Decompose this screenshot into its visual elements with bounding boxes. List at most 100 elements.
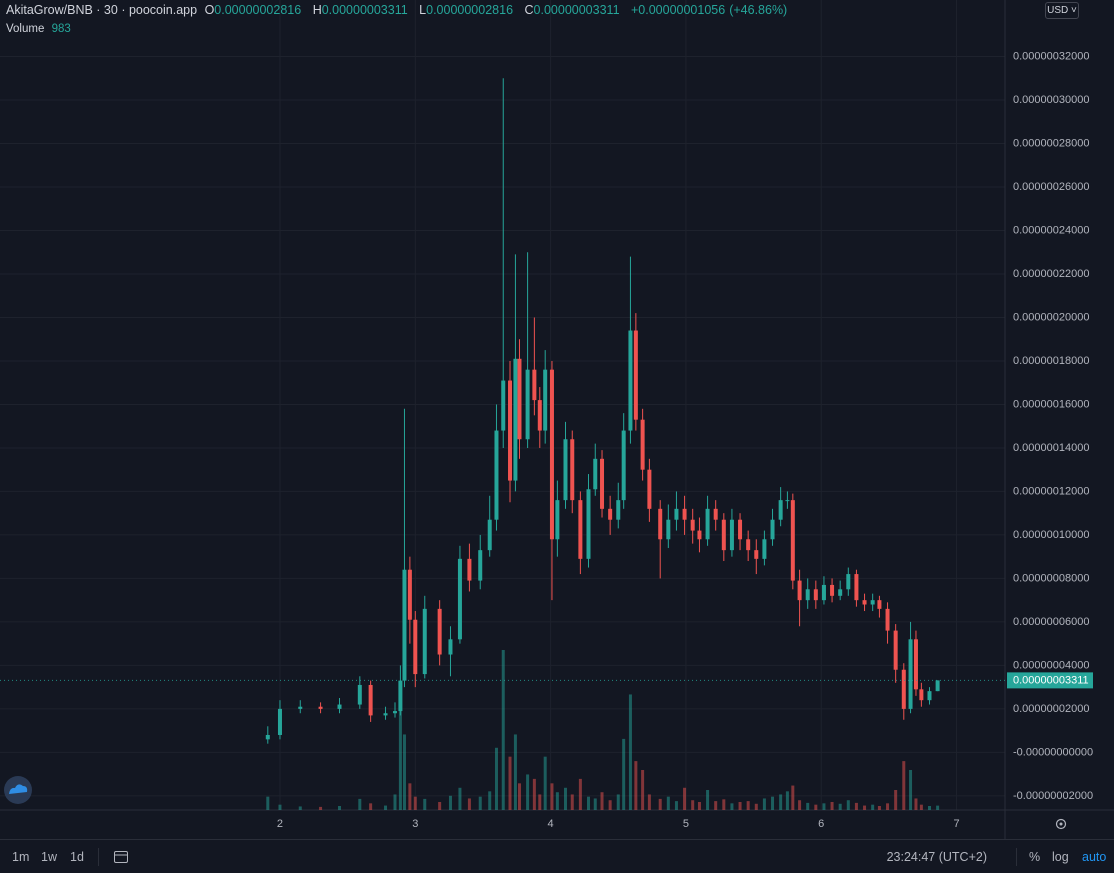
volume-bar [746,801,750,810]
candle-body [467,558,472,581]
legend-header: AkitaGrow/BNB · 30 · poocoin.app O 0.0000… [6,3,795,17]
candle-body [608,508,613,520]
candle-body [805,589,810,601]
volume-bar [838,803,842,810]
legend-name: L [419,3,427,17]
candle-body [586,489,591,559]
x-tick-label: 3 [412,818,418,830]
currency-label[interactable]: USD [1047,5,1069,16]
scale-button[interactable]: log [1052,850,1069,864]
candle-body [422,608,427,675]
y-tick-label: 0.00000014000 [1013,442,1089,454]
x-tick-label: 6 [818,818,824,830]
volume-bar [517,783,521,810]
candle-body [790,500,795,581]
x-tick-label: 5 [683,818,689,830]
volume-bar [830,802,834,810]
candle-body [633,330,638,420]
candle-body [640,419,645,470]
y-tick-label: 0.00000028000 [1013,137,1089,149]
volume-bar [697,802,701,810]
candle-body [770,519,775,540]
volume-bar [666,796,670,810]
y-tick-label: -0.00000002000 [1013,790,1093,802]
volume-bar [298,806,302,810]
interval-button[interactable]: 1w [41,850,57,864]
symbol-title: AkitaGrow/BNB · 30 · poocoin.app [6,3,198,17]
currency-button[interactable]: USD ˅ [1045,2,1079,19]
y-tick-label: 0.00000008000 [1013,572,1089,584]
volume-bar [647,794,651,810]
y-tick-label: 0.00000006000 [1013,616,1089,628]
volume-bar [393,794,397,810]
volume-bar [902,761,906,810]
candle-body [600,458,605,509]
last-price-label: 0.00000003311 [1013,674,1089,686]
candle-body [563,439,568,501]
volume-bar [408,783,412,810]
candle-body [901,669,906,709]
volume-bar [555,792,559,810]
volume-bar [854,802,858,810]
volume-bar [877,806,881,810]
legend-value: 0.00000003311 [533,3,620,17]
volume-bar [722,799,726,810]
legend-name: O [204,3,215,17]
candle-body [383,713,388,716]
y-tick-label: 0.00000022000 [1013,268,1089,280]
candle-body [501,380,506,431]
volume-bar [458,787,462,810]
separator [1016,848,1017,866]
scale-button[interactable]: auto [1082,850,1107,864]
interval-button[interactable]: 1d [70,850,84,864]
volume-bar [894,790,898,810]
candle-body [705,508,710,540]
candle-body [893,630,898,670]
candle-body [398,680,403,712]
last-price-tag [1007,672,1093,689]
volume-legend: Volume 983 [6,23,71,35]
candle-body [277,708,282,735]
change-value: +0.00000001056 [631,3,726,17]
volume-bar [526,774,530,810]
volume-bar [488,791,492,810]
candle-body [448,639,453,655]
candle-body [494,430,499,520]
candle-body [265,734,270,740]
y-tick-label: 0.00000026000 [1013,181,1089,193]
candle-body [647,469,652,509]
candle-body [298,706,303,709]
candle-body [525,369,530,440]
volume-bar [871,804,875,810]
volume-bar [600,792,604,810]
candle-body [813,589,818,601]
candle-body [778,500,783,520]
y-tick-label: 0.00000002000 [1013,703,1089,715]
candle-body [935,680,940,692]
y-tick-label: -0.00000000000 [1013,746,1093,758]
candle-body [738,519,743,540]
settings-icon[interactable] [1055,818,1067,830]
volume-bar [909,770,913,810]
candle-body [721,519,726,551]
candle-body [785,500,790,502]
candle-body [870,600,875,605]
candle-body [578,500,583,559]
y-tick-label: 0.00000012000 [1013,485,1089,497]
volume-bar [762,798,766,810]
candle-body [713,508,718,520]
candle-body [537,400,542,431]
volume-bar [384,805,388,810]
scale-button[interactable]: % [1029,850,1041,864]
candle-body [532,369,537,401]
volume-bar [779,794,783,810]
interval-button[interactable]: 1m [12,850,30,864]
date-range-icon[interactable] [113,849,129,865]
candle-body [413,619,418,675]
volume-bar [358,798,362,810]
y-tick-label: 0.00000024000 [1013,224,1089,236]
candle-body [746,539,751,551]
y-tick-label: 0.00000032000 [1013,50,1089,62]
chart: 0.00000032000 0.00000030000 0.00000028000 0… [0,0,1114,839]
candle-body [437,608,442,655]
